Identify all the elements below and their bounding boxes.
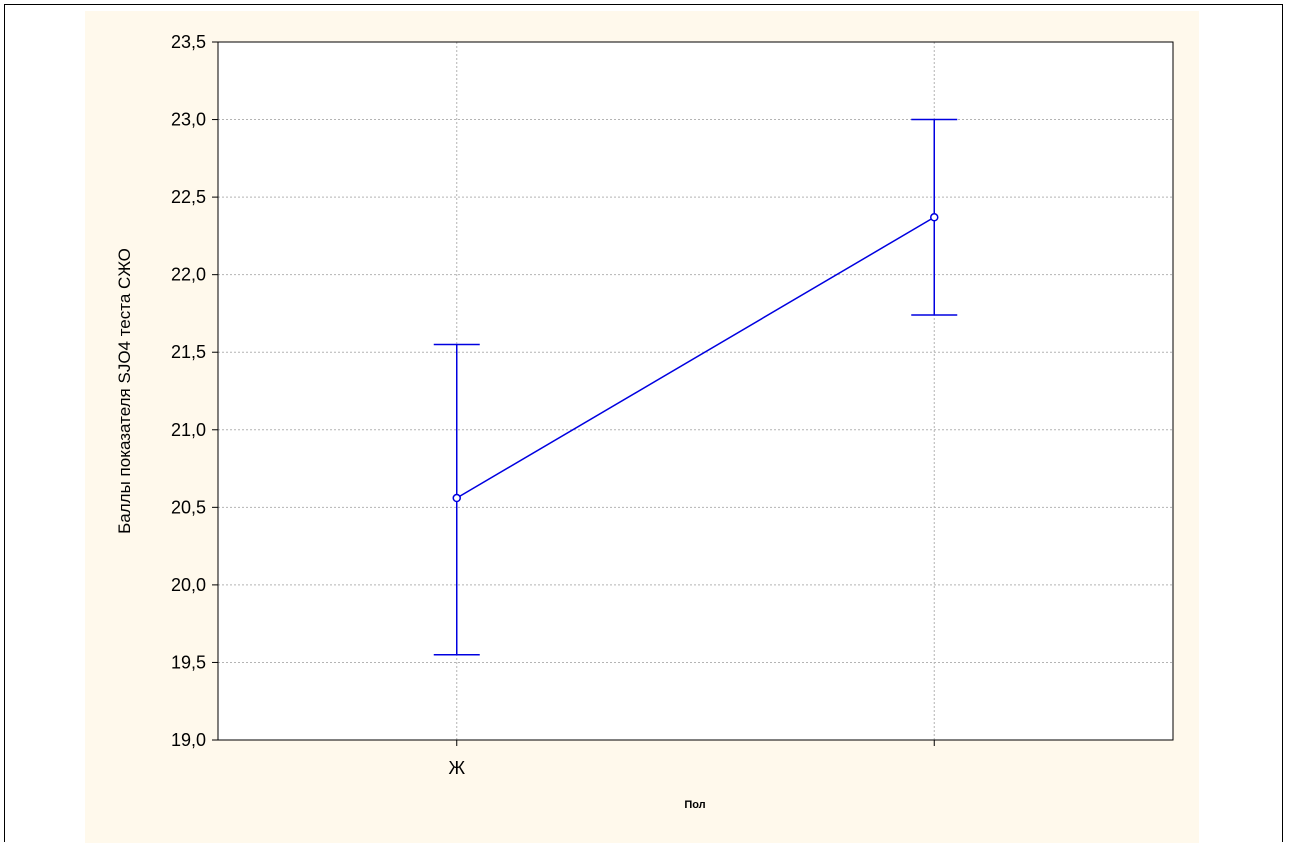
x-tick-label: Ж — [448, 758, 465, 778]
y-tick-label: 23,0 — [171, 110, 206, 130]
axes — [212, 41, 1174, 746]
y-tick-label: 21,0 — [171, 420, 206, 440]
series-layer — [433, 118, 958, 656]
data-point — [930, 213, 939, 222]
plot-area — [218, 42, 1173, 740]
x-axis-title: Пол — [684, 799, 705, 811]
y-tick-label: 21,5 — [171, 342, 206, 362]
plot-border — [217, 41, 1174, 741]
y-tick-label: 22,5 — [171, 187, 206, 207]
y-tick-label: 19,5 — [171, 652, 206, 672]
y-tick-label: 19,0 — [171, 730, 206, 750]
data-point — [452, 493, 461, 503]
y-tick-label: 20,5 — [171, 497, 206, 517]
y-tick-label: 22,0 — [171, 265, 206, 285]
y-tick-label: 20,0 — [171, 575, 206, 595]
series-line — [456, 216, 935, 499]
y-tick-label: 23,5 — [171, 32, 206, 52]
y-axis-title: Баллы показателя SJO4 теста СЖО — [115, 248, 134, 534]
labels: 19,0 19,5 20,0 20,5 21,0 21,5 22,0 22,5 23,0 23,5… — [171, 32, 465, 778]
